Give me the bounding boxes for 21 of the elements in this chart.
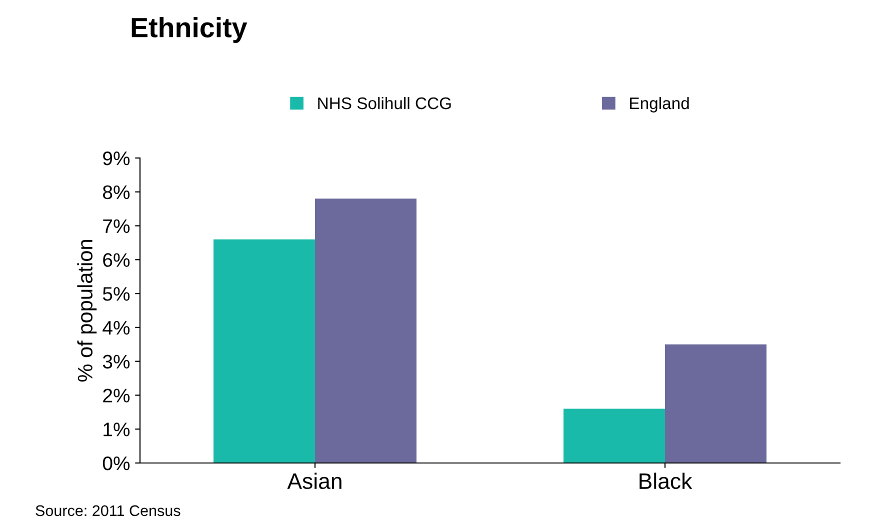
- legend-label: NHS Solihull CCG: [318, 96, 451, 110]
- chart-title: Ethnicity: [132, 17, 248, 43]
- y-tick-label: 5%: [102, 287, 130, 301]
- y-tick-label: 0%: [102, 456, 130, 470]
- y-axis-title: % of population: [77, 240, 97, 382]
- bar: [214, 239, 315, 463]
- y-tick-label: 4%: [102, 320, 130, 335]
- y-tick-label: 2%: [103, 388, 130, 402]
- y-tick-label: 9%: [103, 151, 130, 166]
- x-tick-label: Black: [640, 472, 692, 490]
- source-note: Source: 2011 Census: [36, 505, 180, 516]
- y-tick-label: 1%: [104, 422, 130, 436]
- y-tick-label: 8%: [103, 185, 130, 200]
- bar: [315, 198, 416, 463]
- y-tick-label: 6%: [103, 253, 130, 267]
- bar: [564, 408, 665, 463]
- y-tick-label: 7%: [103, 219, 130, 233]
- legend-label: England: [630, 96, 689, 112]
- x-tick-label: Asian: [287, 472, 342, 490]
- y-tick-label: 3%: [102, 354, 130, 369]
- bar: [665, 344, 766, 463]
